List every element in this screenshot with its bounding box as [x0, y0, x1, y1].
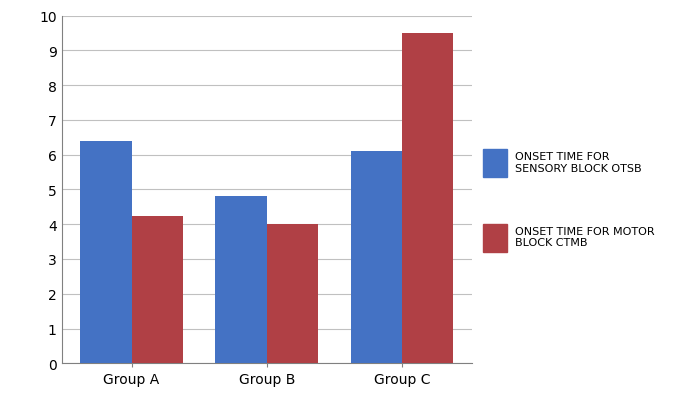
Bar	[483, 150, 507, 178]
Bar	[483, 224, 507, 252]
Bar	[215, 197, 267, 363]
Bar	[351, 152, 402, 363]
Bar	[267, 225, 318, 363]
Bar	[402, 34, 453, 363]
Text: ONSET TIME FOR
SENSORY BLOCK OTSB: ONSET TIME FOR SENSORY BLOCK OTSB	[514, 152, 641, 173]
Bar	[80, 141, 131, 363]
Bar	[131, 216, 183, 363]
Text: ONSET TIME FOR MOTOR
BLOCK CTMB: ONSET TIME FOR MOTOR BLOCK CTMB	[514, 226, 654, 248]
